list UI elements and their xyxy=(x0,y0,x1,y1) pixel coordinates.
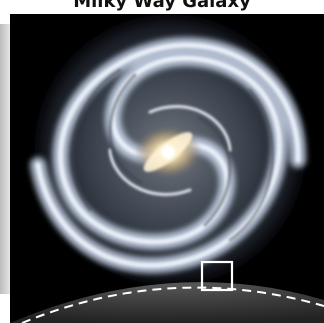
disk-edge-dashed xyxy=(21,286,324,323)
galactic-core xyxy=(161,145,175,159)
foreground-disk xyxy=(10,282,324,323)
highlight-box xyxy=(200,260,234,292)
dust-lanes xyxy=(71,68,274,242)
panel-shadow xyxy=(0,24,12,294)
